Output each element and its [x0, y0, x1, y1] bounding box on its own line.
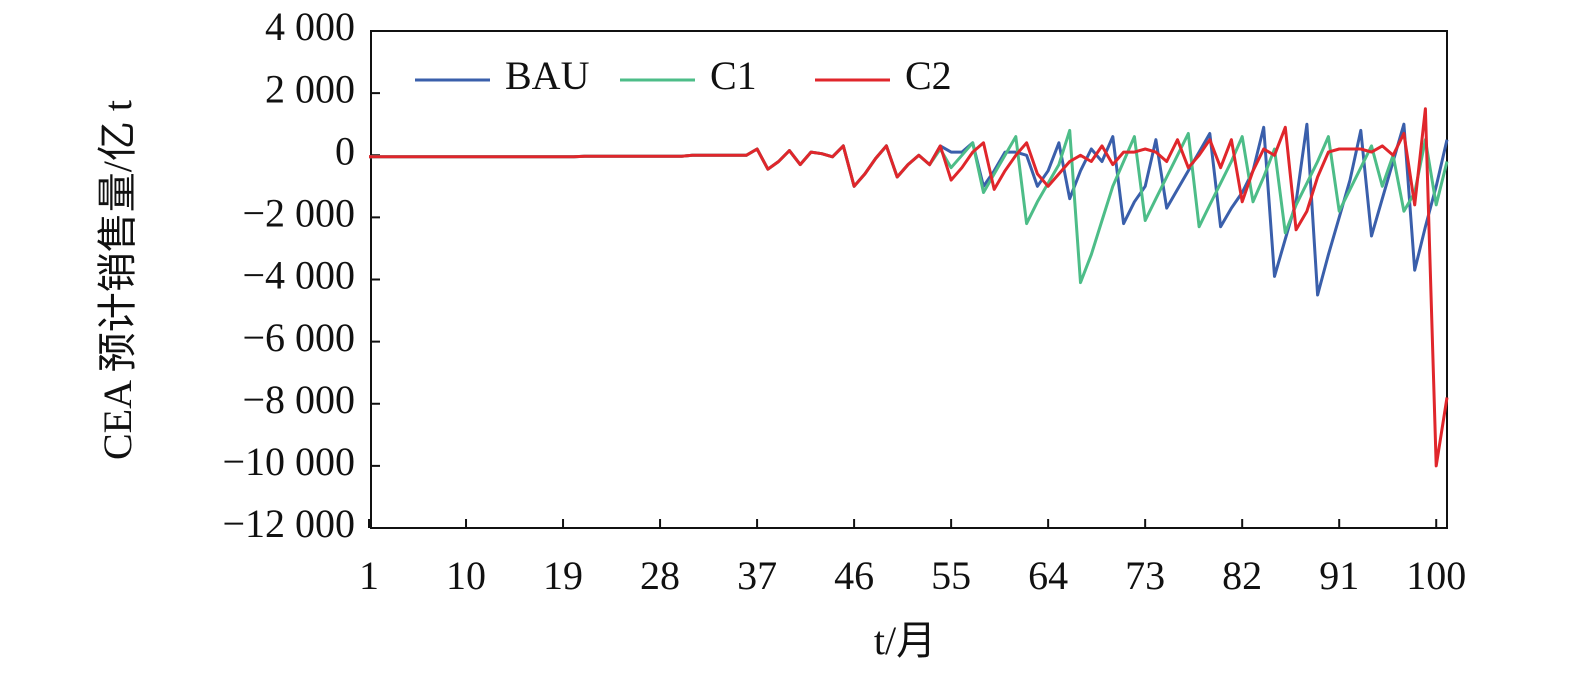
- x-tick-label: 82: [1222, 553, 1262, 598]
- series-line: [369, 128, 1449, 285]
- y-tick-label: −4 000: [242, 253, 355, 298]
- x-tick-label: 73: [1125, 553, 1165, 598]
- y-tick-label: −2 000: [242, 191, 355, 236]
- series-line: [369, 107, 1449, 468]
- x-tick-label: 55: [931, 553, 971, 598]
- x-tick-label: 10: [446, 553, 486, 598]
- x-tick-label: 28: [640, 553, 680, 598]
- x-tick-label: 64: [1028, 553, 1068, 598]
- y-tick-label: 2 000: [265, 66, 355, 111]
- y-tick-label: 0: [335, 128, 355, 173]
- x-tick-label: 91: [1319, 553, 1359, 598]
- y-tick-label: 4 000: [265, 4, 355, 49]
- y-axis-title: CEA 预计销售量/亿 t: [95, 100, 140, 460]
- y-tick-label: −8 000: [242, 377, 355, 422]
- y-tick-label: −12 000: [222, 501, 355, 546]
- legend-label: C1: [710, 53, 757, 98]
- x-tick-label: 19: [543, 553, 583, 598]
- x-tick-label: 100: [1406, 553, 1466, 598]
- y-tick-label: −6 000: [242, 315, 355, 360]
- legend-label: C2: [905, 53, 952, 98]
- x-axis-title: t/月: [874, 618, 936, 663]
- y-tick-label: −10 000: [222, 439, 355, 484]
- series-line: [369, 122, 1449, 297]
- x-tick-label: 1: [359, 553, 379, 598]
- x-tick-label: 37: [737, 553, 777, 598]
- x-tick-label: 46: [834, 553, 874, 598]
- plot-frame: [370, 30, 1448, 529]
- legend-label: BAU: [505, 53, 590, 98]
